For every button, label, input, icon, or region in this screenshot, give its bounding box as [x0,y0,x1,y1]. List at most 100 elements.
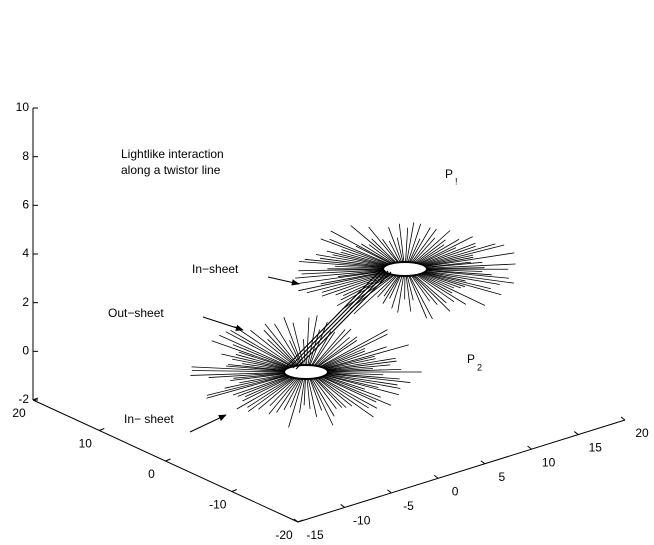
burst-line [423,252,515,268]
x-tick-label: 10 [542,455,556,469]
burst-line [317,377,374,418]
y-tick-label: -20 [275,528,293,542]
burst-line [371,238,397,263]
burst-line [244,376,291,398]
x-tick [340,504,346,508]
burst-line [398,223,405,263]
burst-line [411,275,430,302]
x-tick [433,474,439,479]
burst-line [396,237,404,263]
burst-line [353,274,397,315]
burst-line [293,270,386,285]
burst-line [325,368,374,372]
annotation: In− sheet [124,412,174,426]
z-tick-label: 4 [22,246,29,260]
burst-line [263,329,298,366]
point-label: P [467,352,475,366]
burst-line [324,373,401,389]
burst-line [368,226,399,263]
burst-hole [283,364,329,380]
burst-line [313,378,337,410]
burst-line [329,238,391,265]
burst-line [232,358,288,371]
burst-line [423,271,466,282]
burst-line [423,256,474,267]
z-tick-label: 10 [16,100,30,114]
twistor-segment [286,268,383,367]
burst-line [409,227,431,263]
x-tick [527,445,532,450]
burst-line [191,366,287,372]
burst-line [424,269,483,272]
burst-line [206,374,289,396]
burst-line [224,374,288,389]
burst-line [211,340,290,369]
burst-line [225,331,293,368]
y-tick-label: 0 [148,467,155,481]
burst-line [321,347,366,368]
burst-line [408,238,421,263]
x-tick [480,460,486,465]
burst-line [208,372,287,378]
z-tick-label: -2 [18,392,29,406]
x-axis [297,419,626,523]
y-tick-label: 20 [12,406,26,420]
burst-line [330,230,393,265]
burst-line [315,377,347,408]
burst-line [421,272,502,296]
x-tick [573,431,579,435]
burst-line [407,223,422,263]
arrow [267,276,300,286]
burst-line [230,373,287,382]
y-tick [231,489,237,492]
burst-line [191,370,287,373]
burst-line [412,237,436,263]
burst-line [258,377,296,410]
burst-line [269,377,298,407]
burst-line [418,273,486,306]
burst-line [314,328,352,367]
burst-line [310,378,334,426]
burst-line [283,378,301,411]
burst-line [416,244,445,264]
burst-line [405,227,409,263]
burst-line [226,365,287,372]
x-tick-label: 0 [452,484,459,498]
burst-line [388,227,402,263]
burst-line [340,251,388,266]
point-subscript: 2 [477,362,482,372]
burst-line [306,271,388,294]
burst-line [320,333,388,368]
x-tick-label: -5 [403,499,414,513]
burst-line [382,275,400,304]
z-tick-label: 8 [22,149,29,163]
burst-line [319,257,386,268]
burst-hole [382,261,428,277]
burst-line [415,274,455,303]
burst-line [405,275,412,312]
burst-line [236,376,293,410]
burst-line [421,243,496,266]
burst-line [304,258,386,268]
burst-line [234,326,295,367]
burst-line [355,245,392,265]
burst-line [391,275,403,309]
y-tick [165,458,171,462]
burst-line [313,329,346,366]
burst-line [324,374,379,388]
burst-line [320,376,377,403]
burst-line [320,238,390,265]
burst-line [320,271,387,285]
burst-line [276,378,300,413]
burst-line [307,378,318,417]
burst-line [341,249,389,266]
burst-line [219,334,292,368]
burst-line [303,378,306,406]
burst-line [424,269,509,279]
burst-line [289,378,303,408]
burst-line [422,244,505,267]
burst-line [423,254,474,267]
burst-line [247,377,294,408]
